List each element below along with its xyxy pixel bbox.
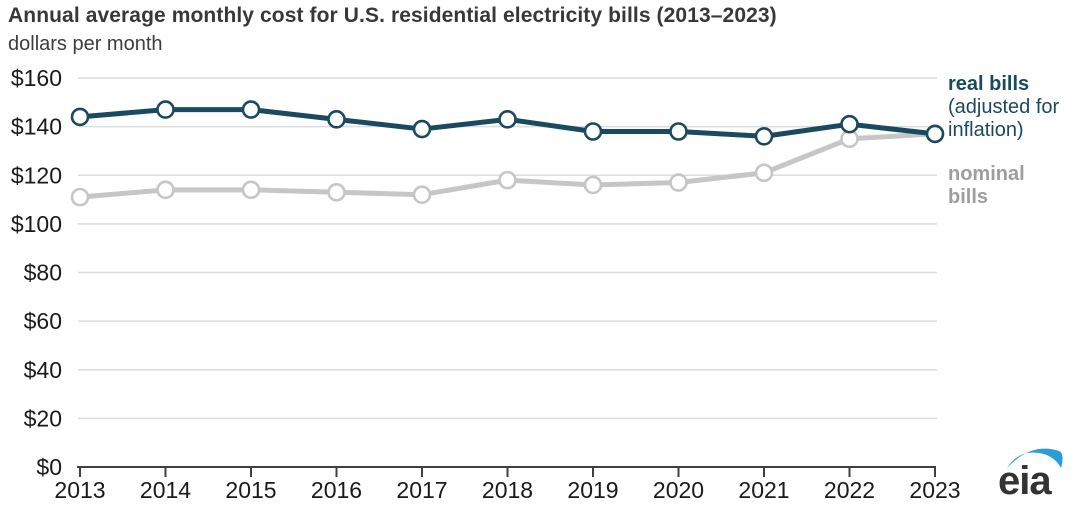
real-bills-marker-2014	[156, 100, 175, 119]
chart-header: Annual average monthly cost for U.S. res…	[8, 4, 777, 56]
legend-nominal-label-line1: nominal	[948, 163, 1025, 185]
y-axis-label-140: $140	[11, 114, 62, 140]
legend-real-label: real bills	[948, 73, 1030, 95]
real-bills-marker-2021	[754, 127, 774, 146]
legend-nominal-bills: nominal bills	[948, 163, 1080, 209]
x-axis-label-2018: 2018	[482, 477, 533, 503]
nominal-bills-marker-2018	[498, 170, 517, 190]
eia-logo-graphic: eia	[998, 448, 1063, 503]
nominal-bills-marker-2016	[327, 182, 346, 202]
x-axis-label-2013: 2013	[54, 477, 105, 503]
x-axis-label-2016: 2016	[311, 477, 362, 503]
real-bills-marker-2018	[498, 110, 517, 129]
chart-subtitle: dollars per month	[8, 33, 163, 55]
x-axis-label-2015: 2015	[225, 477, 276, 503]
real-bills-marker-2015	[241, 100, 261, 119]
eia-logo: eia	[993, 438, 1071, 513]
legend-real-bills: real bills (adjusted for inflation)	[948, 73, 1080, 142]
y-axis-label-100: $100	[11, 211, 62, 237]
y-axis-label-120: $120	[11, 162, 62, 188]
x-axis-label-2021: 2021	[738, 477, 789, 503]
legend-real-note-line1: (adjusted for	[948, 96, 1060, 118]
x-axis-label-2017: 2017	[396, 477, 447, 503]
nominal-bills-marker-2014	[156, 180, 175, 200]
eia-logo-swoosh-icon	[1007, 448, 1063, 468]
nominal-bills-marker-2013	[70, 187, 90, 207]
y-axis-label-20: $20	[24, 405, 62, 431]
y-axis-label-160: $160	[11, 65, 62, 91]
eia-logo-text: eia	[998, 459, 1052, 503]
chart-title: Annual average monthly cost for U.S. res…	[8, 4, 777, 27]
x-axis-label-2022: 2022	[824, 477, 875, 503]
y-axis-label-80: $80	[24, 260, 62, 286]
nominal-bills-marker-2017	[412, 185, 432, 204]
real-bills-marker-2022	[840, 114, 859, 134]
x-axis-label-2023: 2023	[909, 477, 960, 503]
x-axis-label-2019: 2019	[567, 477, 618, 503]
real-bills-marker-2016	[327, 110, 346, 129]
nominal-bills-marker-2021	[754, 163, 774, 183]
y-axis-label-40: $40	[24, 357, 62, 383]
y-axis-label-0: $0	[36, 454, 62, 480]
legend-real-note-line2: inflation)	[948, 119, 1024, 141]
real-bills-marker-2020	[669, 122, 688, 141]
x-axis-label-2014: 2014	[140, 477, 191, 503]
legend-nominal-label-line2: bills	[948, 186, 989, 208]
nominal-bills-marker-2015	[241, 180, 261, 200]
nominal-bills-marker-2020	[669, 173, 688, 192]
y-axis-label-60: $60	[24, 308, 62, 334]
real-bills-marker-2023	[925, 124, 945, 144]
nominal-bills-marker-2019	[583, 175, 603, 195]
x-axis-label-2020: 2020	[653, 477, 704, 503]
real-bills-marker-2017	[412, 119, 432, 139]
real-bills-marker-2013	[70, 107, 90, 127]
real-bills-marker-2019	[583, 122, 603, 141]
